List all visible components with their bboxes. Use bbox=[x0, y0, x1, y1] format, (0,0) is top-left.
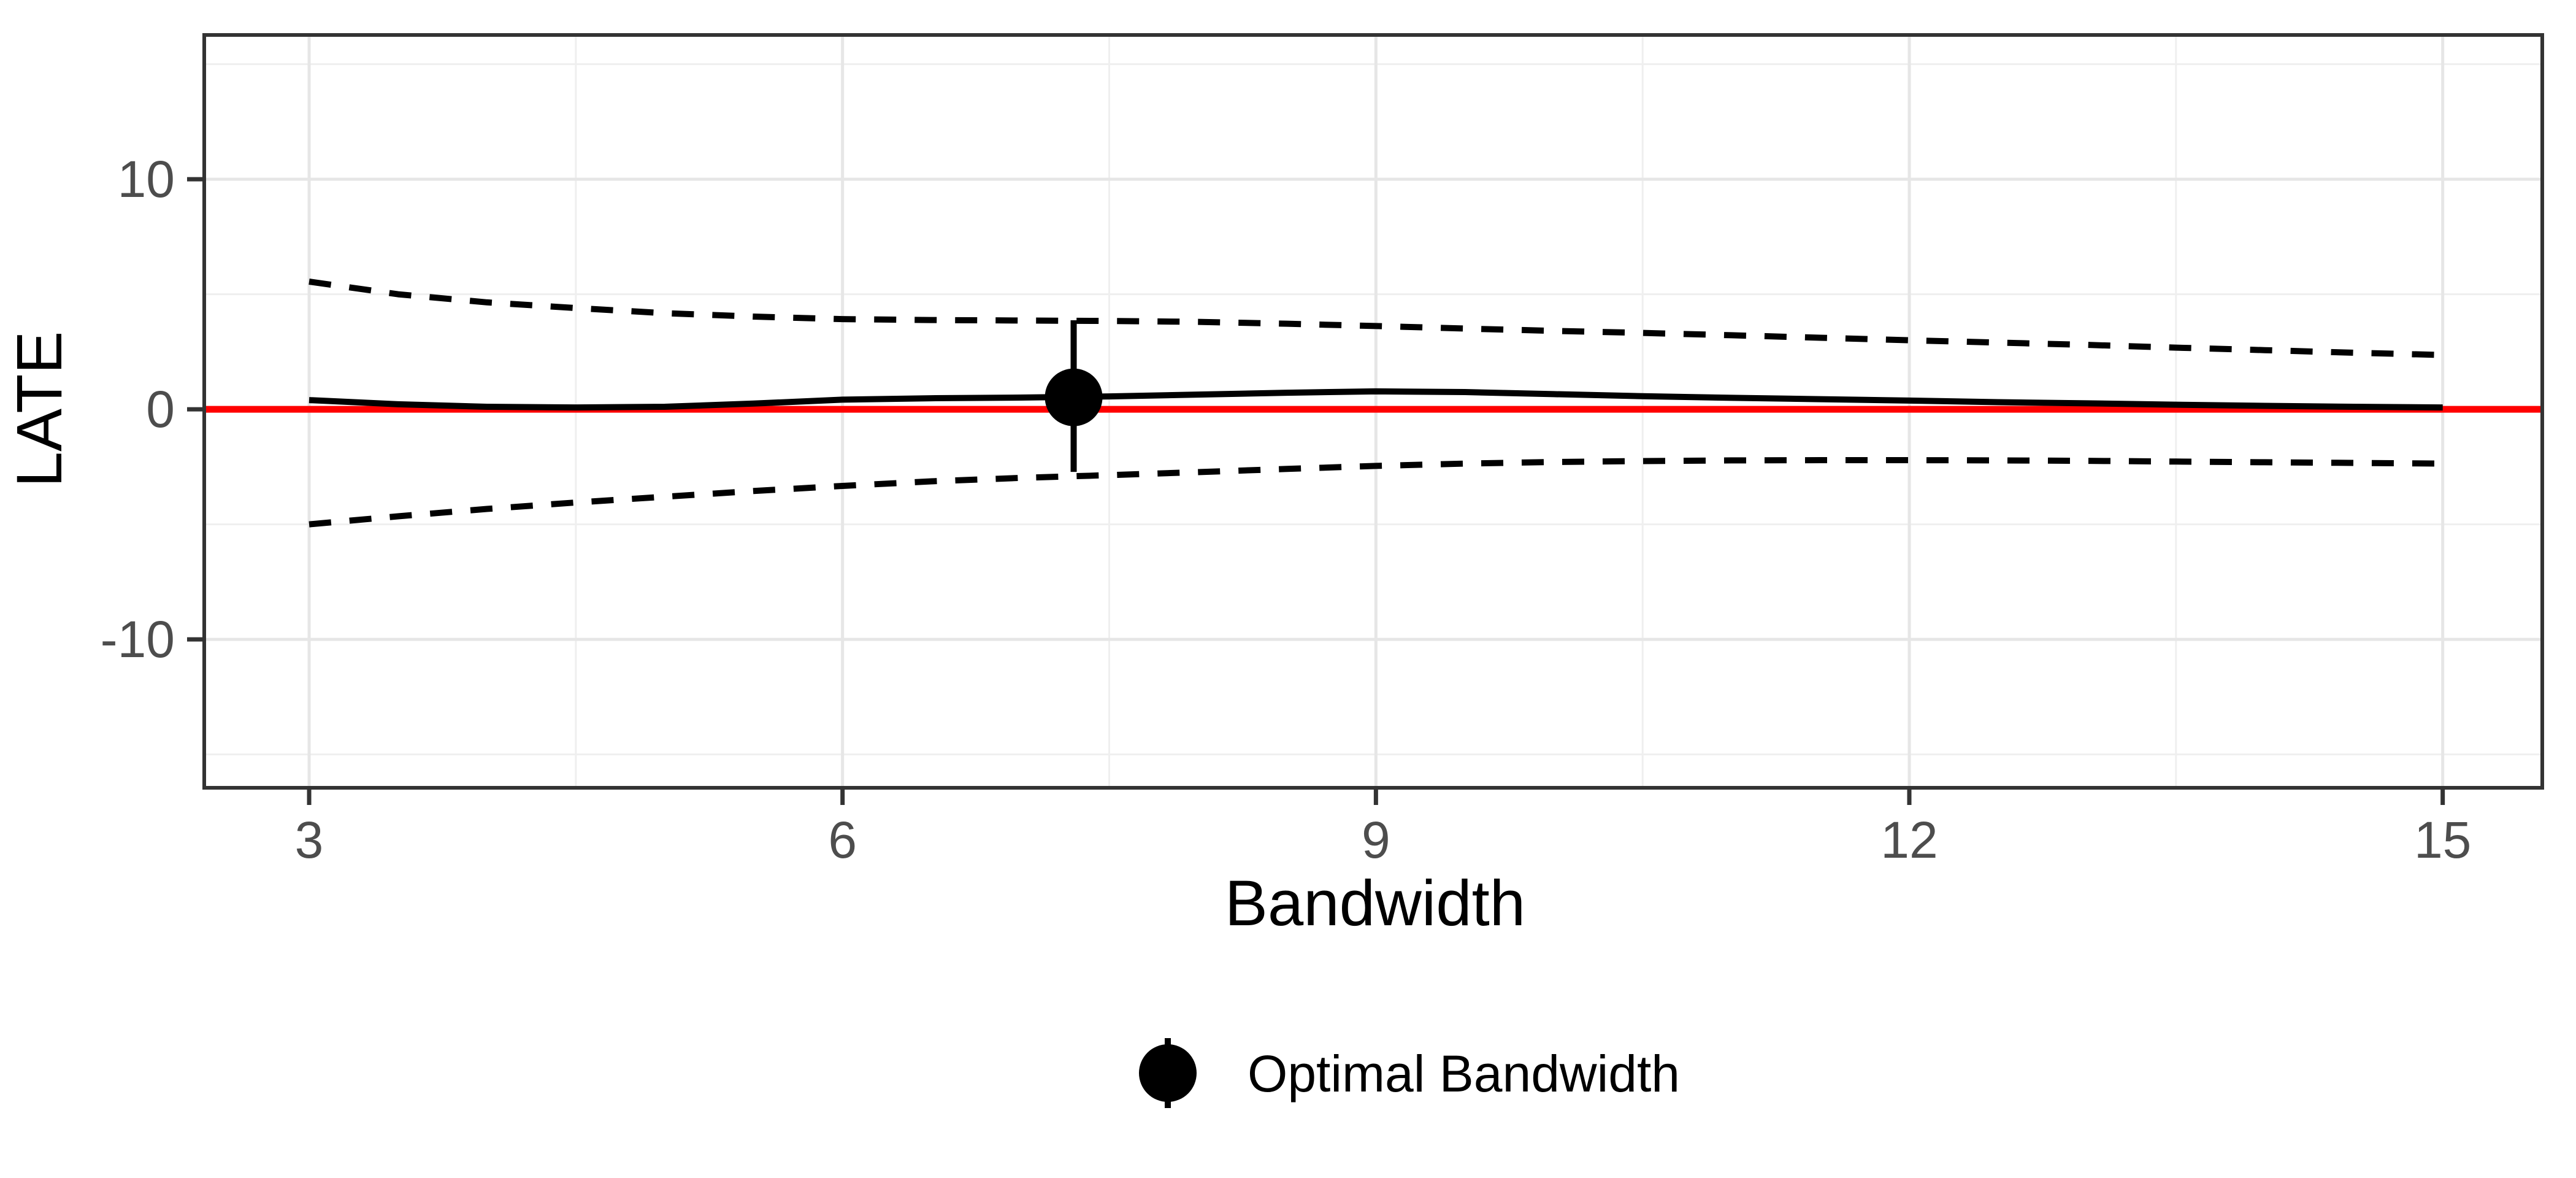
x-tick-label: 6 bbox=[828, 811, 857, 869]
x-tick-label: 12 bbox=[1880, 811, 1938, 869]
panel-border bbox=[202, 33, 2544, 790]
legend-key-point bbox=[1139, 1044, 1197, 1102]
y-tick-label: -10 bbox=[101, 610, 175, 668]
legend-key-pointrange-icon bbox=[1139, 1038, 1197, 1108]
legend-item-label: Optimal Bandwidth bbox=[1248, 1045, 1680, 1103]
x-tick-label: 9 bbox=[1362, 811, 1390, 869]
estimate-line bbox=[309, 388, 2443, 411]
x-axis-title: Bandwidth bbox=[1225, 868, 1525, 939]
optimal-bandwidth-point bbox=[1045, 368, 1103, 426]
confidence-bound-line bbox=[309, 279, 2443, 358]
legend: Optimal Bandwidth bbox=[1139, 1038, 1680, 1108]
y-tick-label: 10 bbox=[118, 150, 175, 208]
axes-layer: 3 6 9 12 15 10 0 -10 bbox=[101, 150, 2472, 869]
y-axis-title: LATE bbox=[4, 331, 75, 488]
series-layer bbox=[204, 279, 2542, 528]
confidence-bound-line bbox=[309, 457, 2443, 528]
x-tick-label: 3 bbox=[295, 811, 324, 869]
y-tick-label: 0 bbox=[146, 380, 175, 438]
x-tick-label: 15 bbox=[2414, 811, 2471, 869]
